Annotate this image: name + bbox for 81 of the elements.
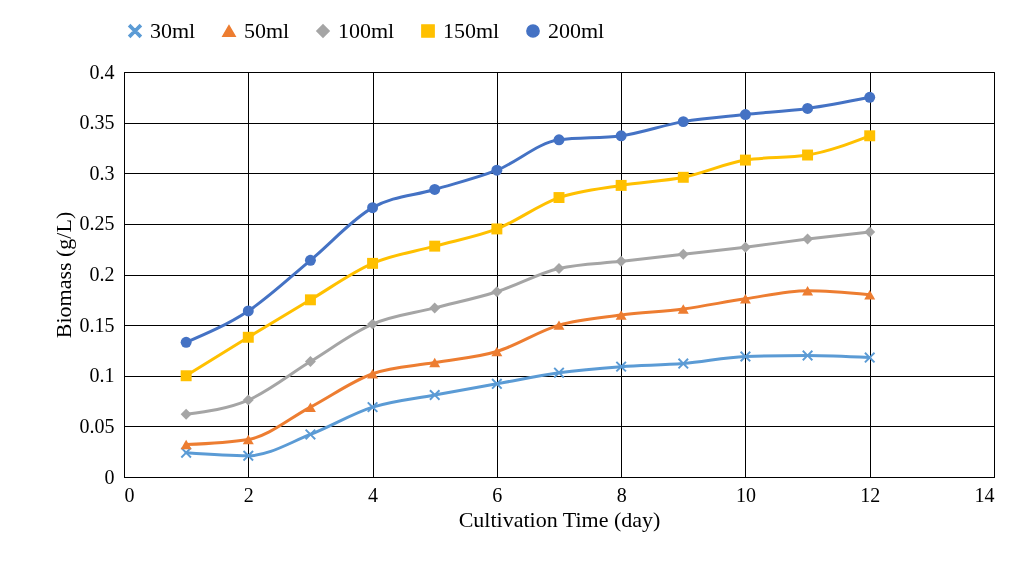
point [553,262,565,274]
point [864,130,876,142]
point [802,149,814,161]
y-tick-label: 0 [104,465,115,488]
point [802,350,814,361]
point [864,352,876,363]
point [677,116,689,128]
point [802,285,814,296]
legend-label: 150ml [443,18,500,43]
point [553,367,565,379]
point [242,331,254,343]
point [304,294,316,306]
point [739,109,751,120]
point [304,429,316,440]
point [553,320,565,330]
point [367,257,379,269]
point [367,202,379,214]
point [677,171,689,183]
point [491,286,503,298]
point [553,134,565,146]
legend-label: 30ml [150,18,196,43]
point [677,304,689,314]
y-tick-label: 0.25 [79,212,115,235]
y-tick-label: 0.4 [89,60,115,83]
point [242,434,254,445]
y-tick-label: 0.1 [89,364,115,387]
point [677,358,689,370]
y-tick-label: 0.05 [79,414,115,437]
y-tick-label: 0.15 [79,313,115,336]
point [304,356,316,368]
legend-label: 100ml [338,18,395,43]
x-tick-label: 8 [616,483,627,506]
point [242,394,254,406]
legend-label: 200ml [548,18,605,43]
point [180,408,192,420]
point [615,179,627,191]
point [677,248,689,260]
x-tick-label: 10 [735,483,756,506]
point [615,130,627,142]
point [615,310,627,320]
point [491,346,503,357]
point [429,240,441,252]
legend-label: 50ml [244,18,290,43]
point [615,361,627,373]
x-axis-title: Cultivation Time (day) [458,506,661,532]
point [802,102,814,114]
x-tick-label: 6 [492,483,503,506]
point [429,389,441,401]
x-tick-label: 14 [974,483,995,506]
point [864,226,876,238]
point [491,223,503,235]
x-tick-label: 4 [368,483,379,506]
point [739,241,751,253]
point [304,402,316,412]
point [491,164,503,176]
y-axis-title: Biomass (g/L) [50,211,76,339]
point [739,351,751,362]
point [739,154,751,166]
point [429,183,441,195]
y-tick-label: 0.35 [79,111,115,134]
point [242,305,254,317]
point [180,336,192,348]
point [553,192,565,204]
point [180,439,192,450]
point [242,450,254,462]
point [864,91,876,103]
point [864,290,876,300]
point [367,401,379,413]
x-tick-label: 12 [860,483,881,506]
point [304,254,316,266]
point [739,294,751,304]
point [180,370,192,382]
point [429,357,441,368]
point [491,378,503,390]
y-tick-label: 0.2 [89,263,115,285]
point [615,255,627,267]
y-tick-label: 0.3 [89,161,115,184]
point [367,318,379,330]
point [429,302,441,314]
x-tick-label: 2 [243,483,254,506]
x-tick-label: 0 [124,483,135,506]
